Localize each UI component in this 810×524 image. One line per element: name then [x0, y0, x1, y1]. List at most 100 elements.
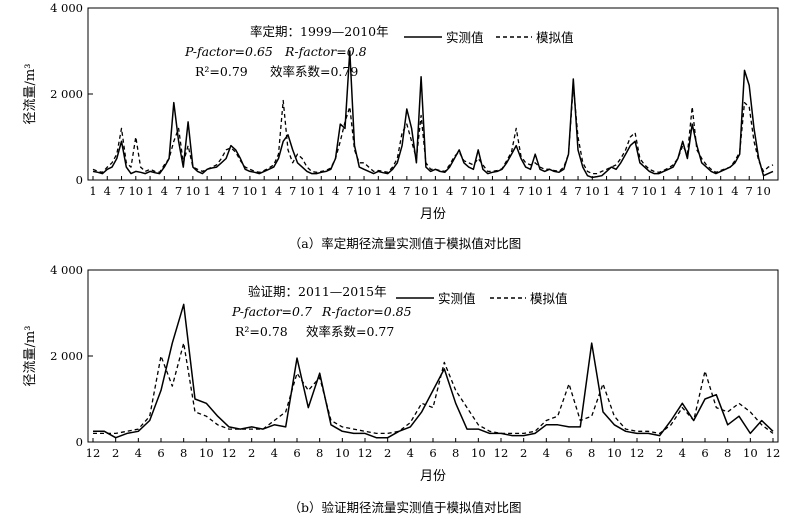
x-tick-label: 4: [218, 184, 225, 198]
x-tick-label: 12: [222, 446, 237, 460]
y-tick-label: 2 000: [50, 349, 83, 363]
annotation-pfactor-b: P-factor=0.7: [231, 304, 312, 319]
x-tick-label: 7: [688, 184, 695, 198]
y-ticks-b: 0 2 000 4 000: [50, 263, 93, 449]
x-tick-label: 12: [494, 446, 509, 460]
x-tick-label: 4: [161, 184, 168, 198]
simulated-series-line: [92, 84, 774, 175]
x-tick-label: 10: [335, 446, 350, 460]
x-tick-label: 10: [186, 184, 201, 198]
x-tick-label: 8: [180, 446, 187, 460]
x-tick-label: 2: [248, 446, 255, 460]
annotation-period-b: 验证期：2011—2015年: [248, 284, 387, 299]
x-tick-label: 7: [289, 184, 296, 198]
annotation-period-a: 率定期：1999—2010年: [250, 24, 389, 39]
legend-a: 实测值 模拟值: [404, 30, 574, 45]
x-tick-label: 4: [389, 184, 396, 198]
legend-b: 实测值 模拟值: [396, 291, 568, 306]
x-tick-label: 7: [346, 184, 353, 198]
x-tick-label: 12: [86, 446, 101, 460]
x-tick-label: 1: [660, 184, 667, 198]
x-tick-label: 1: [489, 184, 496, 198]
x-tick-label: 10: [585, 184, 600, 198]
y-axis-label-a: 径流量/m³: [23, 64, 38, 125]
x-tick-label: 10: [128, 184, 143, 198]
legend-simulated-b: 模拟值: [530, 291, 568, 306]
x-tick-label: 2: [384, 446, 391, 460]
x-tick-label: 4: [543, 446, 550, 460]
x-tick-label: 10: [607, 446, 622, 460]
x-tick-label: 4: [332, 184, 339, 198]
x-tick-label: 2: [112, 446, 119, 460]
x-tick-label: 7: [118, 184, 125, 198]
x-tick-label: 1: [603, 184, 610, 198]
x-tick-label: 6: [293, 446, 300, 460]
x-tick-label: 10: [414, 184, 429, 198]
x-tick-label: 10: [471, 184, 486, 198]
x-tick-label: 10: [756, 184, 771, 198]
x-tick-label: 4: [407, 446, 414, 460]
x-tick-label: 4: [271, 446, 278, 460]
observed-series-line: [93, 303, 774, 439]
x-tick-label: 4: [674, 184, 681, 198]
x-tick-label: 4: [503, 184, 510, 198]
legend-observed-a: 实测值: [446, 30, 484, 45]
x-tick-label: 2: [520, 446, 527, 460]
x-tick-label: 7: [631, 184, 638, 198]
x-tick-label: 8: [316, 446, 323, 460]
x-tick-label: 10: [743, 446, 758, 460]
y-tick-label: 4 000: [50, 263, 83, 277]
x-ticks-a: 1 4 7 10 1 4 7 10 1 4 7 10 1 4 7 10 1 4 7 10 1 4 7 10 1 4 7 10 1 4 7 10…: [89, 176, 771, 198]
x-tick-label: 6: [565, 446, 572, 460]
y-tick-label: 4 000: [50, 1, 83, 15]
x-tick-label: 6: [701, 446, 708, 460]
x-tick-label: 7: [403, 184, 410, 198]
annotation-nse-b: 效率系数=0.77: [306, 324, 394, 339]
x-tick-label: 10: [300, 184, 315, 198]
x-tick-label: 4: [135, 446, 142, 460]
x-tick-label: 1: [717, 184, 724, 198]
legend-simulated-a: 模拟值: [536, 30, 574, 45]
y-axis-label-b: 径流量/m³: [23, 326, 38, 387]
x-tick-label: 4: [731, 184, 738, 198]
x-tick-label: 1: [261, 184, 268, 198]
x-tick-label: 12: [358, 446, 373, 460]
x-tick-label: 1: [375, 184, 382, 198]
x-tick-label: 7: [746, 184, 753, 198]
y-tick-label: 0: [76, 173, 83, 187]
x-tick-label: 7: [232, 184, 239, 198]
x-tick-label: 1: [89, 184, 96, 198]
x-tick-label: 4: [275, 184, 282, 198]
x-tick-label: 10: [471, 446, 486, 460]
x-tick-label: 1: [546, 184, 553, 198]
x-tick-label: 4: [560, 184, 567, 198]
x-tick-label: 10: [243, 184, 258, 198]
y-tick-label: 2 000: [50, 87, 83, 101]
x-tick-label: 7: [460, 184, 467, 198]
x-tick-label: 8: [588, 446, 595, 460]
annotation-pfactor-a: P-factor=0.65: [184, 44, 273, 59]
x-tick-label: 10: [699, 184, 714, 198]
x-axis-label-b: 月份: [420, 469, 446, 484]
x-tick-label: 10: [528, 184, 543, 198]
annotation-rfactor-a: R-factor=0.8: [284, 44, 367, 59]
y-tick-label: 0: [76, 435, 83, 449]
observed-series-line: [92, 50, 774, 179]
x-ticks-b: 12 2 4 6 8 10 12 2 4 6 8 10 12 2 4 6 8 10 12 2 4 6 8 10 12 2 4 6 8 10…: [86, 438, 781, 460]
series-lines-a: [92, 50, 774, 179]
x-tick-label: 12: [766, 446, 781, 460]
y-ticks-a: 0 2 000 4 000: [50, 1, 93, 187]
x-tick-label: 2: [656, 446, 663, 460]
x-tick-label: 4: [104, 184, 111, 198]
simulated-series-line: [93, 342, 774, 435]
legend-observed-b: 实测值: [438, 291, 476, 306]
x-tick-label: 10: [642, 184, 657, 198]
x-tick-label: 7: [175, 184, 182, 198]
x-tick-label: 4: [617, 184, 624, 198]
x-tick-label: 1: [203, 184, 210, 198]
annotation-r2-a: R²=0.79: [195, 64, 248, 79]
x-tick-label: 10: [357, 184, 372, 198]
x-tick-label: 4: [446, 184, 453, 198]
